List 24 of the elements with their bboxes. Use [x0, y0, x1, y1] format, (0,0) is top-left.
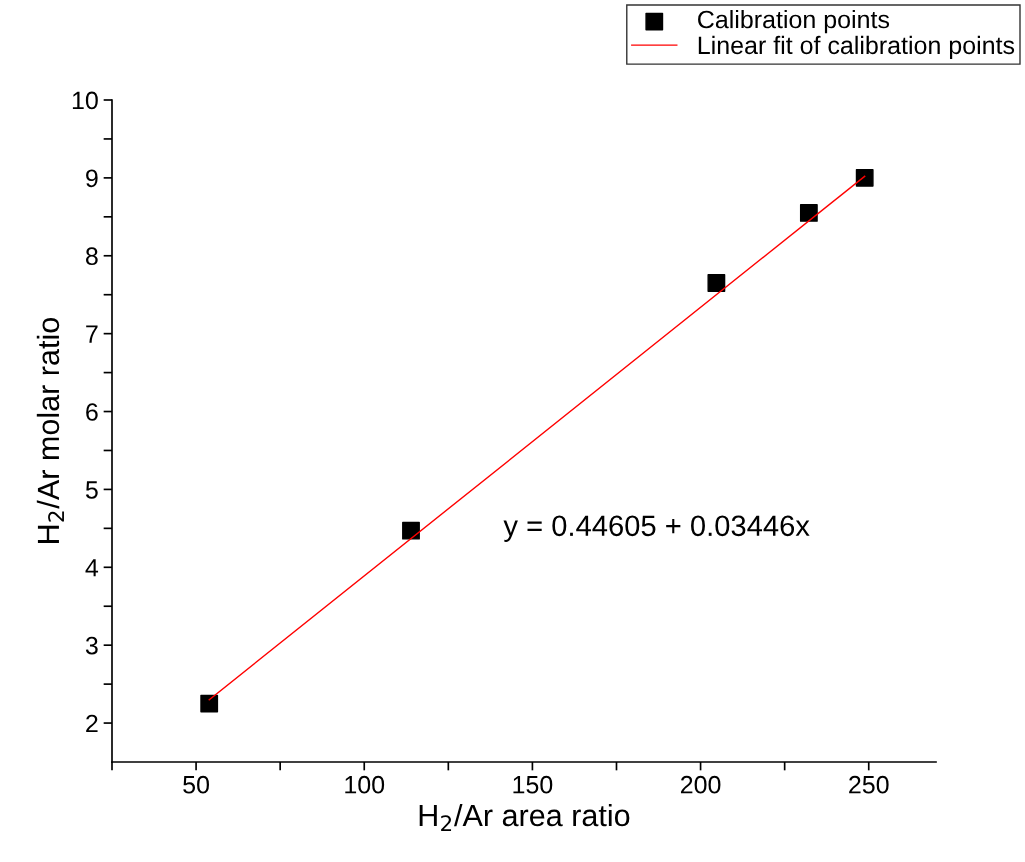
y-tick-label: 9 [86, 169, 98, 188]
y-tick-label: 6 [86, 403, 98, 421]
point [799, 204, 818, 222]
x-tick-label: 250 [849, 775, 889, 794]
y-tick-label: 10 [72, 91, 98, 110]
y-tick-label: 2 [86, 714, 98, 733]
legend-label: Calibration points [698, 10, 890, 34]
point [200, 694, 219, 713]
x-tick-label: 200 [680, 775, 721, 794]
x-tick-label: 100 [345, 775, 385, 794]
y-tick-label: 4 [85, 559, 99, 577]
y-tick-label: 7 [86, 325, 98, 343]
y-axis-title: H$_{2}$/Ar molar ratio [36, 318, 64, 543]
x-tick-label: 150 [513, 775, 553, 794]
x-tick-label: 50 [183, 775, 210, 794]
y-tick-label: 5 [85, 481, 98, 499]
legend-label: Linear fit of calibration points [698, 35, 1015, 60]
y-tick-label: 8 [85, 247, 98, 266]
annotation: y = 0.44605 + 0.03446x [503, 515, 810, 542]
y-tick-label: 3 [85, 636, 98, 655]
x-axis-title: H$_{2}$/Ar area ratio [419, 803, 630, 832]
point [707, 274, 726, 292]
point [402, 521, 420, 540]
point [855, 168, 874, 187]
